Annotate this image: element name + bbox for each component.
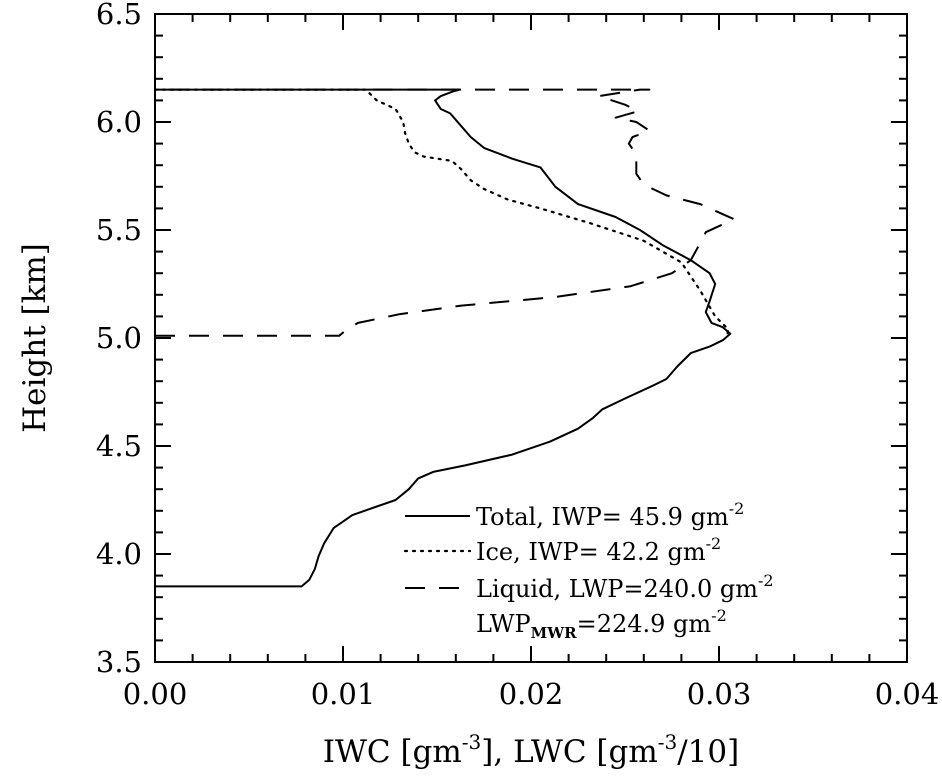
x-tick-label: 0.02 xyxy=(499,677,564,711)
y-tick-label: 6.5 xyxy=(96,0,142,31)
y-axis-title: Height [km] xyxy=(17,243,53,433)
series-liquid-line xyxy=(155,88,735,337)
series-layer xyxy=(153,88,735,588)
x-tick-label: 0.04 xyxy=(875,677,940,711)
legend-label-liquid: Liquid, LWP=240.0 gm-2 xyxy=(476,571,774,603)
x-tick-label: 0.03 xyxy=(687,677,752,711)
legend-label-total: Total, IWP= 45.9 gm-2 xyxy=(476,499,744,531)
series-ice-line xyxy=(153,88,730,340)
y-tick-label: 5.0 xyxy=(96,321,142,355)
legend: Total, IWP= 45.9 gm-2 Ice, IWP= 42.2 gm-… xyxy=(403,499,774,642)
axis-ticks xyxy=(154,13,908,663)
y-tick-label: 6.0 xyxy=(96,105,142,139)
x-axis-title: IWC [gm-3], LWC [gm-3/10] xyxy=(323,730,739,770)
series-total-line xyxy=(155,88,732,588)
x-tick-label: 0.00 xyxy=(123,677,188,711)
y-tick-label: 4.5 xyxy=(96,429,142,463)
y-tick-labels: 3.5 4.0 4.5 5.0 5.5 6.0 6.5 xyxy=(96,0,142,679)
y-tick-label: 3.5 xyxy=(96,645,142,679)
x-tick-labels: 0.00 0.01 0.02 0.03 0.04 xyxy=(123,677,940,711)
y-tick-label: 5.5 xyxy=(96,213,142,247)
x-tick-label: 0.01 xyxy=(311,677,376,711)
legend-lwp-mwr: LWPMWR=224.9 gm-2 xyxy=(476,606,727,642)
legend-label-ice: Ice, IWP= 42.2 gm-2 xyxy=(476,534,721,566)
y-tick-label: 4.0 xyxy=(96,537,142,571)
